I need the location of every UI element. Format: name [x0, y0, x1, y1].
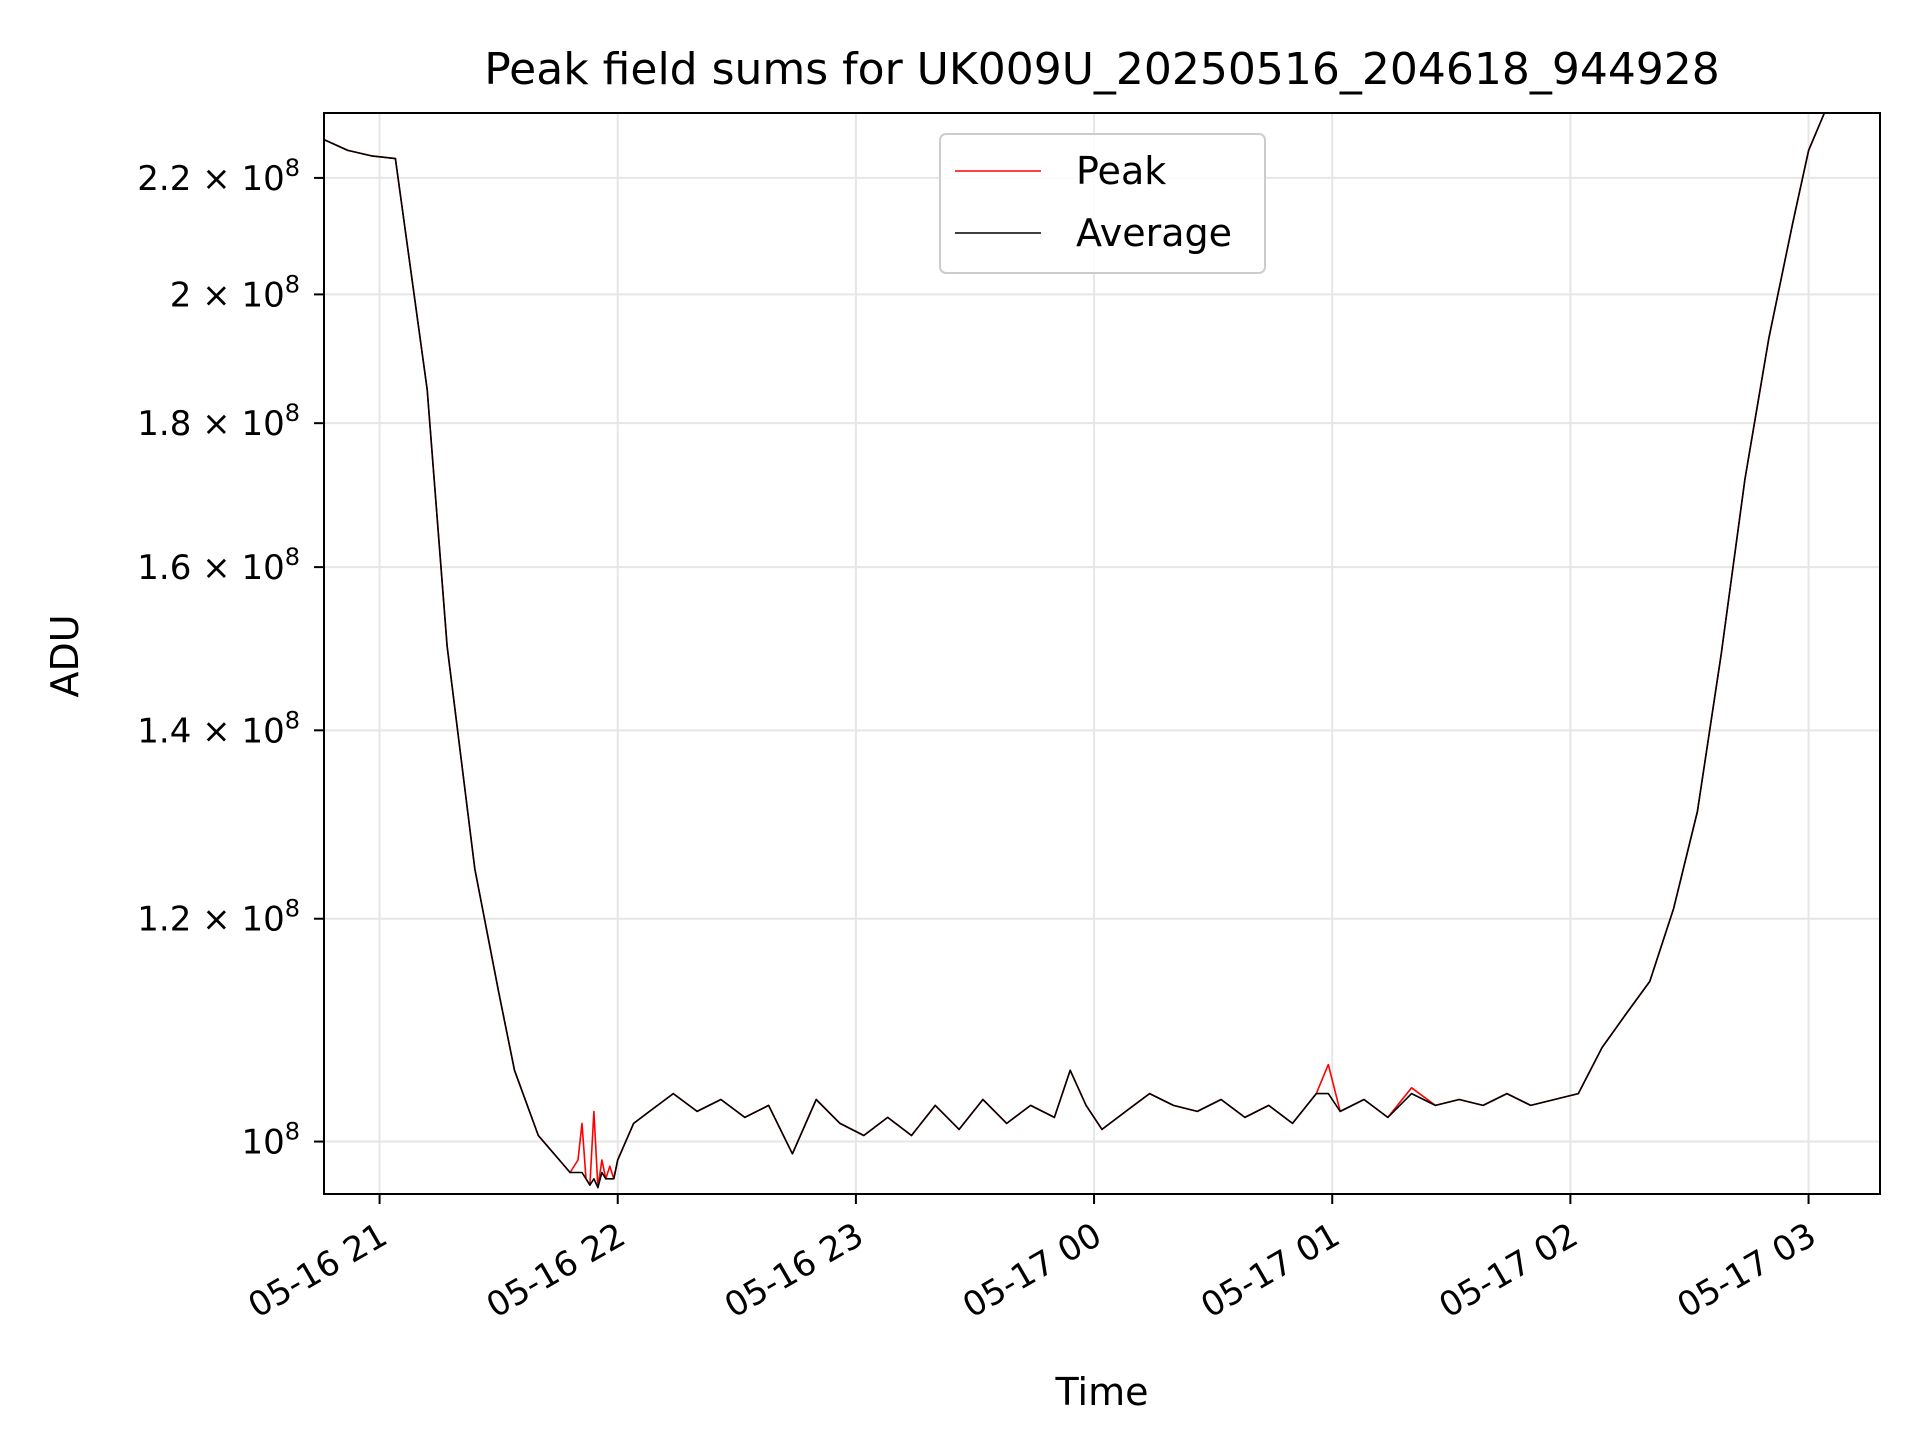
legend-label-average: Average	[1076, 211, 1232, 255]
series-layer	[324, 113, 1826, 1189]
y-tick-label: 1.4 × 108	[137, 706, 300, 751]
legend: Peak Average	[939, 133, 1266, 274]
y-tick-label: 1.6 × 108	[137, 543, 300, 588]
x-axis-label: Time	[1055, 1370, 1149, 1414]
legend-label-peak: Peak	[1076, 149, 1166, 193]
y-tick-label: 108	[241, 1118, 300, 1163]
y-tick-label: 2.2 × 108	[137, 154, 300, 199]
y-tick-label: 1.2 × 108	[137, 895, 300, 940]
legend-frame	[939, 133, 1266, 274]
y-tick-label: 1.8 × 108	[137, 399, 300, 444]
series-line-average	[324, 113, 1826, 1189]
chart-title: Peak field sums for UK009U_20250516_2046…	[484, 44, 1720, 95]
y-axis: 108 1.2 × 108 1.4 × 108 1.6 × 108 1.8 × 108 2…	[137, 154, 324, 1163]
y-tick-label: 2 × 108	[170, 270, 300, 315]
plot-frame	[323, 112, 1881, 1195]
y-axis-label: ADU	[43, 614, 87, 697]
